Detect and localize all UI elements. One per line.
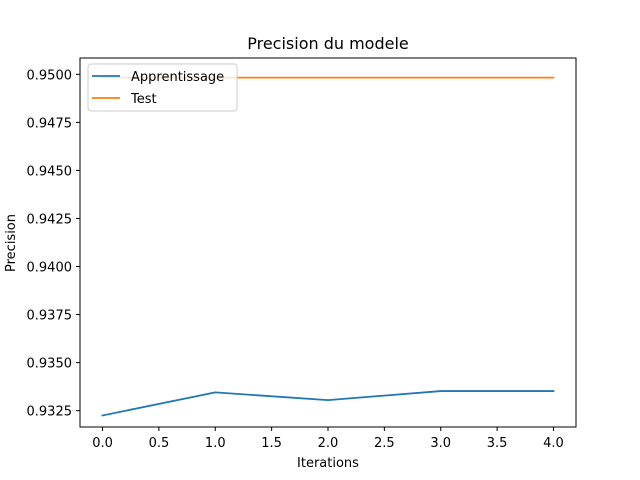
chart-title: Precision du modele <box>247 34 409 53</box>
y-tick-label: 0.9400 <box>27 261 73 276</box>
x-axis-ticks: 0.0 0.5 1.0 1.5 2.0 2.5 3.0 3.5 4.0 <box>92 427 564 451</box>
plot-area-frame <box>79 57 577 428</box>
y-tick-label: 0.9325 <box>27 405 73 420</box>
x-tick-label: 2.5 <box>374 436 395 451</box>
x-tick-label: 1.5 <box>261 436 282 451</box>
y-axis-ticks: 0.9325 0.9350 0.9375 0.9400 0.9425 0.9450 0.94… <box>27 68 80 420</box>
series-line-0 <box>101 390 555 417</box>
x-tick-label: 4.0 <box>543 436 564 451</box>
x-tick-label: 3.0 <box>430 436 451 451</box>
y-tick-label: 0.9375 <box>27 309 73 324</box>
y-tick-label: 0.9450 <box>27 164 73 179</box>
y-axis-label: Precision <box>4 214 19 272</box>
x-tick-label: 1.0 <box>205 436 226 451</box>
legend: Apprentissage Test <box>87 63 238 112</box>
x-tick-label: 0.5 <box>149 436 170 451</box>
x-tick-label: 2.0 <box>318 436 339 451</box>
legend-box <box>87 63 238 112</box>
y-tick-label: 0.9500 <box>27 68 73 83</box>
y-tick-label: 0.9350 <box>27 357 73 372</box>
legend-label-0: Apprentissage <box>131 70 224 85</box>
x-tick-label: 3.5 <box>487 436 508 451</box>
y-tick-label: 0.9425 <box>27 212 73 227</box>
x-axis-label: Iterations <box>297 456 359 471</box>
legend-label-1: Test <box>130 92 157 107</box>
x-tick-label: 0.0 <box>92 436 113 451</box>
y-tick-label: 0.9475 <box>27 116 73 131</box>
